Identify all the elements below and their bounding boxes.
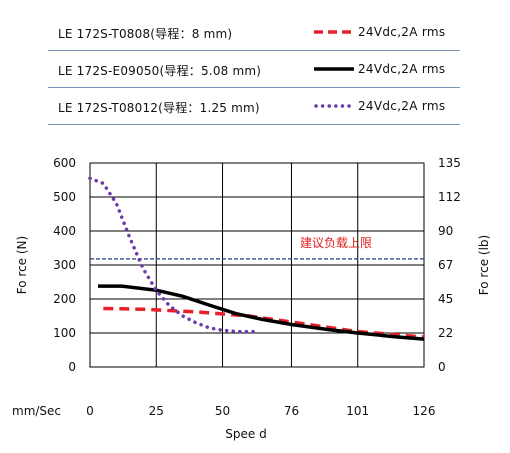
legend-condition-label: 24Vdc,2A rms <box>358 62 446 76</box>
x-tick-label: 0 <box>86 404 94 418</box>
legend-model-label: LE 172S-T0808(导程：8 mm) <box>58 27 233 41</box>
legend-model-label: LE 172S-E09050(导程：5.08 mm) <box>58 64 262 78</box>
y-tick-label-right: 90 <box>438 224 453 238</box>
y-tick-label-right: 0 <box>438 360 446 374</box>
tick-labels-group: 0 25 50 76 101 126 0 0 100 22 200 45 300 67 400 90 500 11… <box>53 156 461 418</box>
legend-row-e09050: LE 172S-E09050(导程：5.08 mm) 24Vdc,2A rms <box>48 51 460 88</box>
legend-model-label: LE 172S-T08012(导程：1.25 mm) <box>58 101 260 115</box>
x-tick-label: 76 <box>284 404 299 418</box>
y-tick-label-left: 600 <box>53 156 76 170</box>
y-axis-title-left: Fo rce (N) <box>15 236 29 294</box>
chart-grid <box>90 163 424 367</box>
plot-area-frame <box>89 162 425 368</box>
y-tick-label-left: 200 <box>53 292 76 306</box>
series-line-le-172s-t08012 <box>88 176 259 334</box>
x-tick-label: 126 <box>413 404 436 418</box>
y-tick-label-left: 400 <box>53 224 76 238</box>
legend: LE 172S-T0808(导程：8 mm) 24Vdc,2A rms LE 1… <box>48 14 460 125</box>
y-tick-label-left: 0 <box>68 360 76 374</box>
y-tick-label-right: 45 <box>438 292 453 306</box>
y-tick-label-left: 500 <box>53 190 76 204</box>
legend-swatch-dotted <box>314 104 356 108</box>
y-tick-label-right: 67 <box>438 258 453 272</box>
y-tick-label-left: 300 <box>53 258 76 272</box>
legend-swatch-solid <box>314 67 354 71</box>
x-tick-label: 25 <box>149 404 164 418</box>
legend-row-t0808: LE 172S-T0808(导程：8 mm) 24Vdc,2A rms <box>48 14 460 51</box>
legend-row-t08012: LE 172S-T08012(导程：1.25 mm) 24Vdc,2A rms <box>48 88 460 125</box>
x-tick-label: 101 <box>346 404 369 418</box>
series-line-le-172s-e09050 <box>98 284 425 341</box>
y-tick-label-right: 112 <box>438 190 461 204</box>
y-tick-label-right: 135 <box>438 156 461 170</box>
legend-swatch-dashed <box>314 30 354 34</box>
legend-condition-label: 24Vdc,2A rms <box>358 25 446 39</box>
x-tick-label: 50 <box>215 404 230 418</box>
legend-condition-label: 24Vdc,2A rms <box>358 99 446 113</box>
series-group <box>88 176 425 341</box>
y-tick-label-right: 22 <box>438 326 453 340</box>
x-axis-title: Spee d <box>225 427 266 441</box>
x-unit-label: mm/Sec <box>12 404 61 418</box>
y-tick-label-left: 100 <box>53 326 76 340</box>
y-axis-title-right: Fo rce (lb) <box>477 235 491 295</box>
recommended-load-limit-label: 建议负载上限 <box>300 236 372 250</box>
